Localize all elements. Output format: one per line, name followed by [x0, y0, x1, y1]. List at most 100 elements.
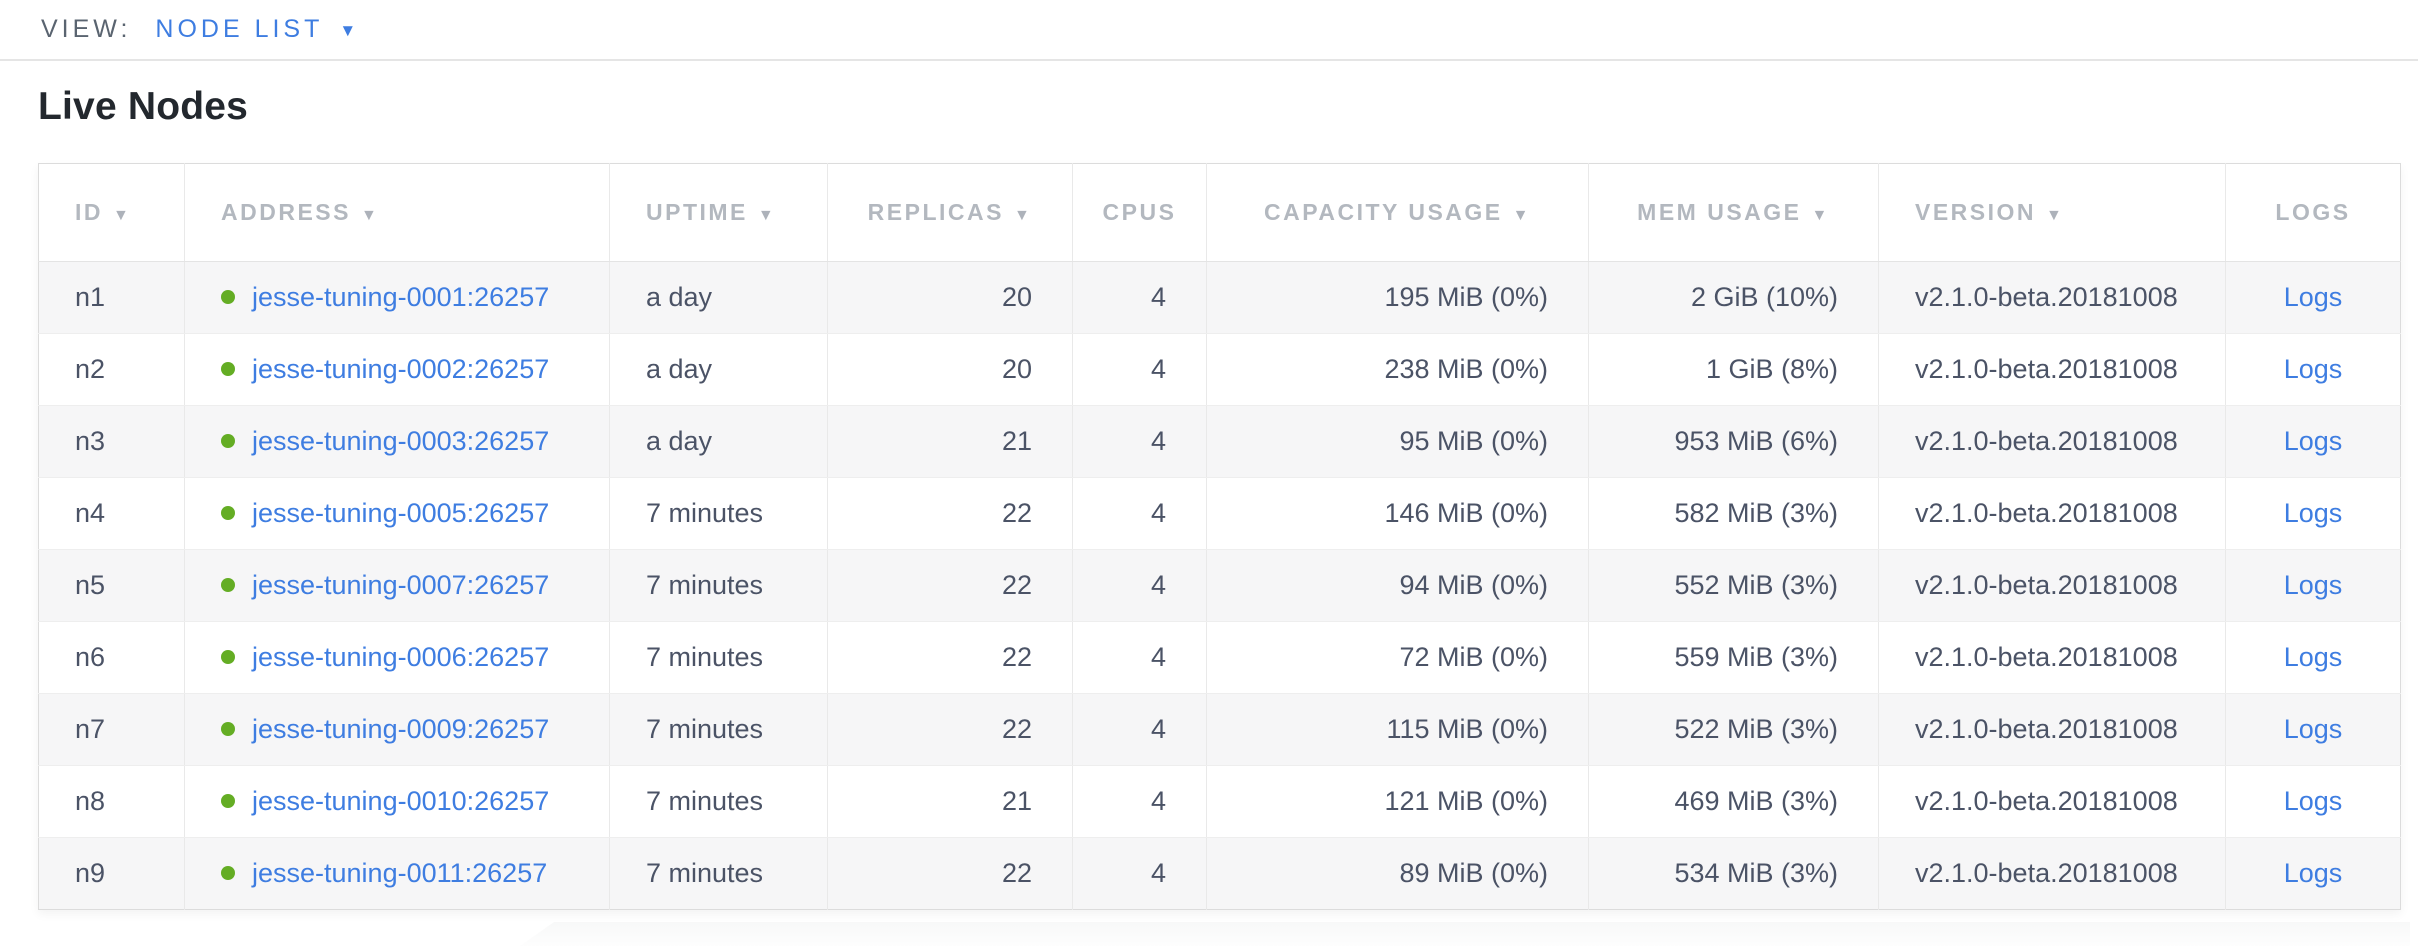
- cell-node-id: n4: [38, 477, 185, 550]
- node-row-n1: n1 jesse-tuning-0001:26257 a day 20 4 195 MiB…: [38, 261, 2401, 334]
- cell-address: jesse-tuning-0005:26257: [184, 477, 610, 550]
- cell-cpus: 4: [1072, 765, 1207, 838]
- column-header-mem_usage[interactable]: MEM USAGE ▼: [1588, 163, 1879, 262]
- column-header-replicas[interactable]: REPLICAS ▼: [827, 163, 1073, 262]
- column-header-id[interactable]: ID ▼: [38, 163, 185, 262]
- live-nodes-section: Live Nodes ID ▼ ADDRESS ▼ UPTIME ▼ REPLICAS ▼ CP…: [0, 87, 2418, 910]
- view-selector-bar: VIEW: NODE LIST ▼: [0, 0, 2418, 61]
- node-row-n8: n8 jesse-tuning-0010:26257 7 minutes 21 4 121…: [38, 765, 2401, 838]
- cell-replicas: 22: [827, 549, 1073, 622]
- cell-uptime: a day: [609, 261, 828, 334]
- logs-link[interactable]: Logs: [2283, 570, 2343, 600]
- cell-cpus: 4: [1072, 261, 1207, 334]
- cell-node-id: n2: [38, 333, 185, 406]
- cell-address: jesse-tuning-0006:26257: [184, 621, 610, 694]
- node-address-link[interactable]: jesse-tuning-0009:26257: [252, 714, 550, 744]
- cell-logs: Logs: [2225, 549, 2401, 622]
- column-header-version[interactable]: VERSION ▼: [1878, 163, 2226, 262]
- cell-mem-usage: 522 MiB (3%): [1588, 693, 1879, 766]
- cell-node-id: n9: [75, 858, 106, 888]
- cell-logs: Logs: [2225, 261, 2401, 334]
- cell-replicas: 22: [827, 477, 1073, 550]
- cell-node-id: n8: [38, 765, 185, 838]
- cell-logs: Logs: [2225, 621, 2401, 694]
- cell-capacity-usage: 95 MiB (0%): [1206, 405, 1589, 478]
- cell-logs: Logs: [2225, 765, 2401, 838]
- column-header-label: ID: [75, 199, 103, 225]
- cell-node-id: n6: [38, 621, 185, 694]
- cell-capacity-usage: 238 MiB (0%): [1206, 333, 1589, 406]
- cell-capacity-usage: 121 MiB (0%): [1206, 765, 1589, 838]
- column-header-address[interactable]: ADDRESS ▼: [184, 163, 610, 262]
- cell-cpus: 4: [1072, 837, 1207, 910]
- cell-uptime: 7 minutes: [609, 549, 828, 622]
- live-status-dot-icon: [221, 577, 235, 592]
- node-address-link[interactable]: jesse-tuning-0003:26257: [252, 426, 550, 456]
- logs-link[interactable]: Logs: [2283, 786, 2343, 816]
- logs-link[interactable]: Logs: [2283, 426, 2343, 456]
- cell-replicas: 20: [827, 333, 1073, 406]
- cell-logs: Logs: [2225, 333, 2401, 406]
- cell-cpus: 4: [1072, 693, 1207, 766]
- cell-address: jesse-tuning-0010:26257: [184, 765, 610, 838]
- node-row-n2: n2 jesse-tuning-0002:26257 a day 20 4 238 MiB…: [38, 333, 2401, 406]
- cell-cpus: 4: [1072, 405, 1207, 478]
- cell-capacity-usage: 72 MiB (0%): [1206, 621, 1589, 694]
- cell-version: v2.1.0-beta.20181008: [1878, 477, 2226, 550]
- cell-address: jesse-tuning-0003:26257: [184, 405, 610, 478]
- cell-address: jesse-tuning-0002:26257: [184, 333, 610, 406]
- column-header-label: REPLICAS: [867, 199, 1004, 225]
- node-row-n7: n7 jesse-tuning-0009:26257 7 minutes 22 4 115…: [38, 693, 2401, 766]
- cell-capacity-usage: 115 MiB (0%): [1206, 693, 1589, 766]
- node-address-link[interactable]: jesse-tuning-0011:26257: [252, 858, 548, 888]
- live-status-dot-icon: [221, 721, 235, 736]
- cell-node-id: n7: [38, 693, 185, 766]
- view-dropdown[interactable]: NODE LIST ▼: [155, 15, 360, 44]
- cell-uptime: 7 minutes: [609, 693, 828, 766]
- page-title: Live Nodes: [38, 85, 249, 128]
- node-address-link[interactable]: jesse-tuning-0001:26257: [252, 282, 550, 312]
- live-status-dot-icon: [221, 505, 235, 520]
- column-header-label: LOGS: [2275, 199, 2351, 225]
- logs-link[interactable]: Logs: [2283, 498, 2343, 528]
- node-address-link[interactable]: jesse-tuning-0005:26257: [252, 498, 550, 528]
- cell-mem-usage: 559 MiB (3%): [1588, 621, 1879, 694]
- column-header-capacity_usage[interactable]: CAPACITY USAGE ▼: [1206, 163, 1589, 262]
- column-header-label: UPTIME: [646, 199, 748, 225]
- live-status-dot-icon: [221, 433, 235, 448]
- cell-logs: Logs: [2225, 477, 2401, 550]
- column-header-label: VERSION: [1915, 199, 2037, 225]
- node-address-link[interactable]: jesse-tuning-0010:26257: [252, 786, 550, 816]
- cell-mem-usage: 534 MiB (3%): [1588, 837, 1879, 910]
- cell-version: v2.1.0-beta.20181008: [1878, 621, 2226, 694]
- cell-version: v2.1.0-beta.20181008: [1878, 837, 2226, 910]
- cell-capacity-usage: 146 MiB (0%): [1206, 477, 1589, 550]
- cell-logs: Logs: [2225, 837, 2401, 910]
- sort-desc-icon: ▼: [2046, 207, 2065, 224]
- node-row-n9: n9 jesse-tuning-0011:26257 7 minutes 22 4 89 …: [38, 837, 2401, 910]
- cell-version: v2.1.0-beta.20181008: [1878, 549, 2226, 622]
- column-header-label: CAPACITY USAGE: [1264, 199, 1503, 225]
- node-address-link[interactable]: jesse-tuning-0007:26257: [252, 570, 550, 600]
- cell-version: v2.1.0-beta.20181008: [1878, 261, 2226, 334]
- cell-logs: Logs: [2225, 693, 2401, 766]
- column-header-label: CPUS: [1102, 199, 1177, 225]
- cell-replicas: 21: [827, 405, 1073, 478]
- cell-cpus: 4: [1072, 333, 1207, 406]
- sort-desc-icon: ▼: [113, 207, 132, 224]
- logs-link[interactable]: Logs: [2283, 642, 2343, 672]
- logs-link[interactable]: Logs: [2283, 354, 2343, 384]
- node-row-n4: n4 jesse-tuning-0005:26257 7 minutes 22 4 146…: [38, 477, 2401, 550]
- cell-mem-usage: 469 MiB (3%): [1588, 765, 1879, 838]
- logs-link[interactable]: Logs: [2283, 714, 2343, 744]
- node-address-link[interactable]: jesse-tuning-0006:26257: [252, 642, 550, 672]
- sort-desc-icon: ▼: [1013, 207, 1033, 224]
- logs-link[interactable]: Logs: [2283, 282, 2343, 312]
- node-address-link[interactable]: jesse-tuning-0002:26257: [252, 354, 550, 384]
- logs-link[interactable]: Logs: [2283, 858, 2343, 888]
- node-row-n5: n5 jesse-tuning-0007:26257 7 minutes 22 4 94 …: [38, 549, 2401, 622]
- cell-cpus: 4: [1072, 549, 1207, 622]
- cell-address: jesse-tuning-0009:26257: [184, 693, 610, 766]
- cell-version: v2.1.0-beta.20181008: [1878, 333, 2226, 406]
- column-header-uptime[interactable]: UPTIME ▼: [609, 163, 828, 262]
